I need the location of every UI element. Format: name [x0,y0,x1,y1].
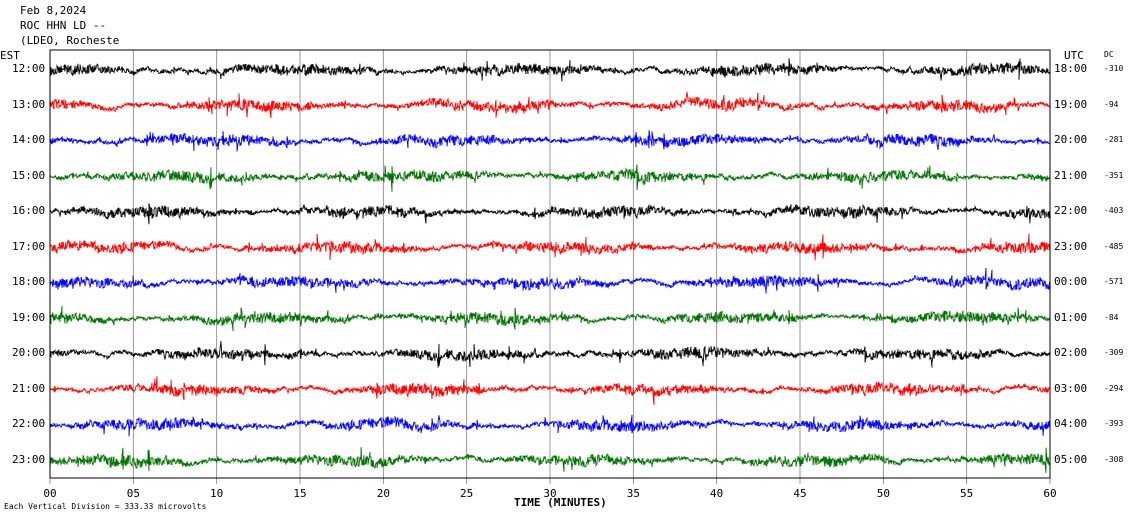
trace-1300 [49,91,1051,119]
est-label: 16:00 [12,204,46,217]
header-date: Feb 8,2024 [20,4,87,17]
utc-label: 20:00 [1054,133,1088,146]
dc-value: -94 [1104,99,1119,109]
utc-axis-title: UTC [1064,49,1084,62]
x-tick-label-20: 20 [377,487,390,500]
trace-2300 [49,447,1051,473]
header-network: (LDEO, Rocheste [20,34,120,47]
x-tick-label-30: 30 [543,487,556,500]
est-label: 22:00 [12,417,46,430]
dc-value: -403 [1104,206,1124,215]
x-tick-label-40: 40 [710,487,723,500]
est-label: 14:00 [12,133,46,146]
dc-value: -294 [1104,383,1124,393]
x-tick-label-60: 60 [1043,487,1056,500]
seismic-traces [49,58,1051,473]
x-axis-title: TIME (MINUTES) [514,496,607,509]
x-tick-label-15: 15 [293,487,306,500]
dc-value: -308 [1104,454,1124,464]
utc-label: 05:00 [1054,452,1088,466]
est-label: 21:00 [12,381,46,395]
utc-label: 03:00 [1054,381,1088,395]
trace-1600 [49,203,1051,225]
utc-label: 22:00 [1054,204,1088,217]
est-label: 18:00 [12,275,46,288]
trace-1800 [49,267,1051,294]
est-label: 20:00 [12,346,46,359]
x-tick-label-10: 10 [210,487,223,500]
x-tick-label-00: 00 [43,487,56,500]
dc-axis-title: DC [1104,50,1114,59]
est-label: 23:00 [12,452,46,466]
dc-value: -309 [1104,348,1124,357]
utc-label: 02:00 [1054,346,1088,359]
utc-label: 19:00 [1054,97,1088,111]
dc-value: -485 [1104,241,1124,251]
trace-2000 [49,340,1051,368]
utc-label: 23:00 [1054,239,1088,253]
x-tick-label-05: 05 [127,487,140,500]
trace-1200 [49,58,1051,82]
dc-value: -84 [1104,312,1119,322]
est-label: 15:00 [12,168,46,182]
est-label: 19:00 [12,310,46,324]
dc-value: -281 [1104,135,1124,144]
utc-label: 04:00 [1054,417,1088,430]
est-label: 12:00 [12,62,46,75]
x-tick-label-50: 50 [877,487,890,500]
dc-value: -393 [1104,419,1124,428]
utc-label: 18:00 [1054,62,1088,75]
x-tick-labels: 00 05 10 15 20 25 30 35 40 45 50 55 60 [43,487,1056,500]
vertical-division-note: Each Vertical Division = 333.33 microvol… [4,502,207,511]
est-label: 17:00 [12,239,46,253]
utc-label: 00:00 [1054,275,1088,288]
dc-value: -571 [1104,277,1124,286]
trace-2100 [49,376,1051,405]
trace-1900 [49,305,1051,332]
est-label: 13:00 [12,97,46,111]
plot-frame [49,49,1051,479]
trace-1500 [49,164,1051,192]
utc-label: 21:00 [1054,168,1088,182]
est-axis-title: EST [0,49,20,62]
x-tick-label-55: 55 [960,487,973,500]
trace-2200 [49,414,1051,437]
trace-1400 [49,130,1051,152]
header-station: ROC HHN LD -- [20,19,107,32]
x-tick-label-25: 25 [460,487,473,500]
minute-gridlines [49,50,1051,484]
dc-value: -310 [1104,64,1124,73]
utc-label: 01:00 [1054,310,1088,324]
x-tick-label-35: 35 [627,487,640,500]
x-tick-label-45: 45 [793,487,806,500]
trace-1700 [49,233,1051,261]
dc-value: -351 [1104,170,1124,180]
